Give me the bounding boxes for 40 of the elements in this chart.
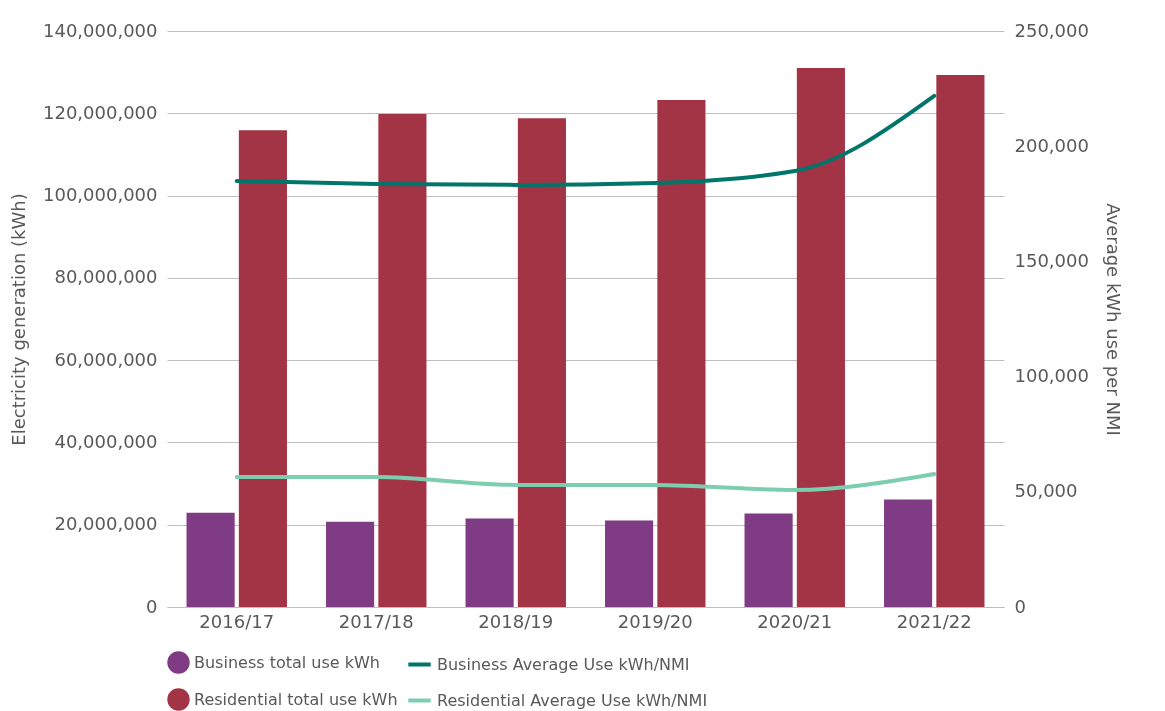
bar — [657, 100, 706, 607]
bar — [465, 518, 514, 607]
y-tick-label: 40,000,000 — [54, 430, 158, 452]
bar — [936, 75, 985, 607]
legend-label: Residential Average Use kWh/NMI — [437, 690, 708, 710]
y-axis-title: Electricity generation (kWh) — [7, 193, 29, 446]
y-tick-label: 80,000,000 — [54, 266, 158, 288]
line-series — [234, 472, 937, 492]
x-tick-label: 2018/19 — [478, 610, 554, 632]
y-tick-label: 100,000,000 — [42, 184, 158, 206]
y-tick-label: 20,000,000 — [54, 513, 158, 535]
bar — [326, 521, 375, 607]
x-tick-label: 2016/17 — [199, 610, 275, 632]
y2-tick-label: 200,000 — [1014, 134, 1089, 156]
y2-tick-label: 50,000 — [1014, 480, 1078, 502]
bar — [517, 118, 566, 607]
bar — [884, 499, 933, 607]
bar — [744, 513, 793, 607]
y2-tick-label: 150,000 — [1014, 249, 1089, 271]
bar — [796, 68, 845, 607]
line-series — [234, 93, 937, 187]
y-tick-label: 60,000,000 — [54, 348, 158, 370]
bar — [186, 512, 235, 607]
bar — [605, 520, 654, 607]
x-tick-label: 2017/18 — [338, 610, 414, 632]
y2-axis-title: Average kWh use per NMI — [1102, 203, 1124, 436]
x-tick-label: 2020/21 — [757, 610, 833, 632]
bar — [238, 130, 287, 607]
legend-label: Business Average Use kWh/NMI — [437, 654, 690, 674]
y2-tick-label: 100,000 — [1014, 365, 1089, 387]
y-tick-label: 0 — [146, 595, 158, 617]
bar — [378, 114, 427, 607]
legend-label: Residential total use kWh — [194, 689, 398, 709]
legend-label: Business total use kWh — [194, 652, 380, 672]
x-tick-label: 2019/20 — [617, 610, 693, 632]
y-tick-label: 140,000,000 — [42, 19, 158, 41]
x-tick-label: 2021/22 — [896, 610, 972, 632]
y-tick-label: 120,000,000 — [42, 101, 158, 123]
y2-tick-label: 250,000 — [1014, 19, 1089, 41]
y2-tick-label: 0 — [1014, 595, 1026, 617]
